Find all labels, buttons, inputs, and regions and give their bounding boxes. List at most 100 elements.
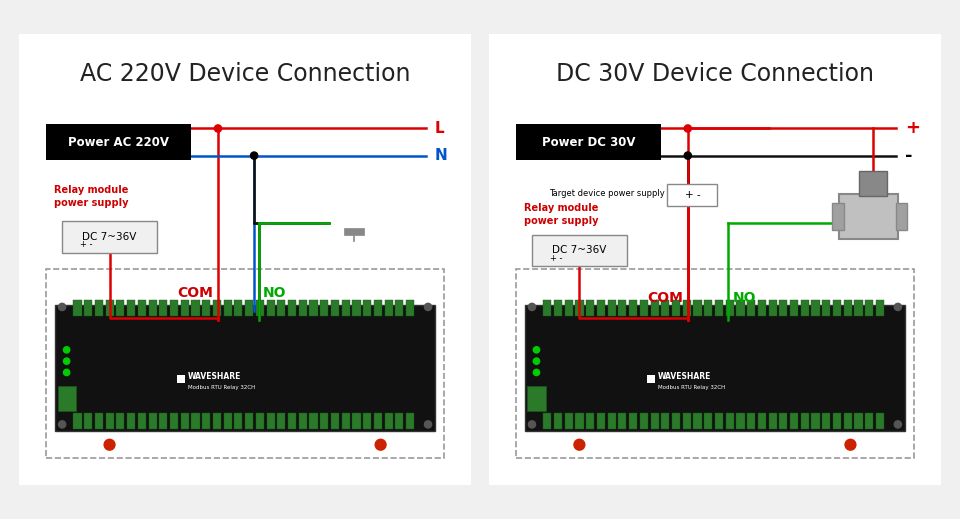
Bar xyxy=(780,413,787,429)
Bar xyxy=(747,413,756,429)
Bar xyxy=(203,413,210,429)
Bar xyxy=(672,413,680,429)
Bar xyxy=(587,300,594,316)
Text: AC 220V Device Connection: AC 220V Device Connection xyxy=(80,62,410,86)
Bar xyxy=(726,413,733,429)
Bar xyxy=(127,413,135,429)
Text: WAVESHARE: WAVESHARE xyxy=(188,373,242,381)
Bar xyxy=(342,413,349,429)
FancyBboxPatch shape xyxy=(516,124,660,160)
Bar xyxy=(693,300,702,316)
Text: NO: NO xyxy=(263,286,287,301)
Bar xyxy=(651,300,659,316)
Text: Relay module
power supply: Relay module power supply xyxy=(524,203,599,226)
Bar xyxy=(149,300,156,316)
Text: L: L xyxy=(435,121,444,136)
Circle shape xyxy=(375,439,386,450)
Text: Power DC 30V: Power DC 30V xyxy=(541,135,636,148)
Bar xyxy=(331,300,339,316)
Bar xyxy=(73,300,82,316)
FancyBboxPatch shape xyxy=(14,29,475,490)
Bar xyxy=(191,300,200,316)
Text: -: - xyxy=(904,146,912,165)
Bar xyxy=(84,300,92,316)
Bar xyxy=(177,375,185,383)
Bar xyxy=(245,413,253,429)
Bar xyxy=(647,375,655,383)
Bar xyxy=(705,413,712,429)
Circle shape xyxy=(574,439,585,450)
Bar xyxy=(331,413,339,429)
Bar xyxy=(170,300,179,316)
Bar xyxy=(705,300,712,316)
Bar xyxy=(832,203,844,230)
Circle shape xyxy=(528,421,536,428)
Text: DC 7~36V: DC 7~36V xyxy=(83,232,136,242)
Circle shape xyxy=(424,421,432,428)
Bar xyxy=(639,413,648,429)
Bar xyxy=(715,413,723,429)
Bar xyxy=(191,413,200,429)
Text: NO: NO xyxy=(733,291,756,305)
Bar xyxy=(84,413,92,429)
FancyBboxPatch shape xyxy=(485,29,946,490)
Bar xyxy=(672,300,680,316)
Circle shape xyxy=(59,421,65,428)
Circle shape xyxy=(895,421,901,428)
FancyBboxPatch shape xyxy=(525,305,904,431)
Bar xyxy=(876,300,884,316)
Bar xyxy=(554,300,563,316)
Bar xyxy=(224,413,231,429)
Bar xyxy=(876,413,884,429)
Bar xyxy=(859,171,887,196)
Circle shape xyxy=(424,303,432,310)
Bar xyxy=(288,413,296,429)
Bar xyxy=(385,300,393,316)
Bar xyxy=(651,413,659,429)
Bar xyxy=(822,300,830,316)
Bar xyxy=(801,413,809,429)
Circle shape xyxy=(534,358,540,364)
Circle shape xyxy=(104,439,115,450)
Bar xyxy=(288,300,296,316)
Bar xyxy=(406,300,414,316)
FancyBboxPatch shape xyxy=(58,386,76,411)
Circle shape xyxy=(214,125,222,132)
Bar xyxy=(159,413,167,429)
Bar xyxy=(564,300,573,316)
Bar xyxy=(587,413,594,429)
Bar xyxy=(95,300,103,316)
Bar xyxy=(661,413,669,429)
Bar xyxy=(683,413,691,429)
Text: + -: + - xyxy=(684,190,700,200)
Text: Target device power supply: Target device power supply xyxy=(548,189,664,198)
FancyBboxPatch shape xyxy=(46,124,191,160)
FancyBboxPatch shape xyxy=(839,194,898,239)
Bar xyxy=(309,413,318,429)
Bar xyxy=(352,413,361,429)
Bar xyxy=(597,413,605,429)
Bar xyxy=(224,300,231,316)
Bar xyxy=(844,300,852,316)
Bar xyxy=(363,413,372,429)
Bar xyxy=(629,413,637,429)
Bar xyxy=(844,413,852,429)
Bar xyxy=(255,300,264,316)
Bar xyxy=(344,228,364,235)
Bar xyxy=(629,300,637,316)
Bar xyxy=(299,413,307,429)
Bar xyxy=(769,413,777,429)
Circle shape xyxy=(63,347,70,353)
Bar xyxy=(790,413,798,429)
Bar xyxy=(769,300,777,316)
Text: COM: COM xyxy=(647,291,684,305)
Bar xyxy=(234,300,243,316)
Bar xyxy=(865,300,874,316)
Bar xyxy=(267,300,275,316)
Circle shape xyxy=(63,370,70,376)
Bar xyxy=(854,413,862,429)
Bar xyxy=(822,413,830,429)
Bar xyxy=(639,300,648,316)
Bar xyxy=(95,413,103,429)
Circle shape xyxy=(63,358,70,364)
